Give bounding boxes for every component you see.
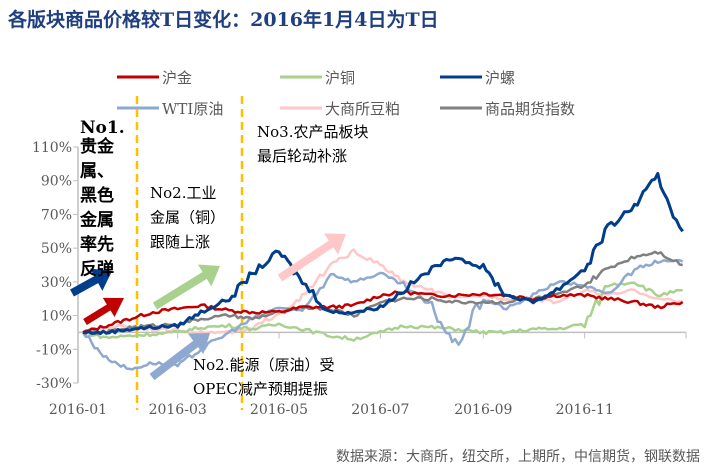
series-line-沪铜 [82, 281, 683, 342]
series-line-沪螺 [82, 171, 684, 336]
y-tick-label: 50% [41, 241, 72, 257]
y-tick-label: 90% [41, 174, 72, 190]
y-tick-label: -10% [36, 342, 72, 358]
series-line-大商所豆粕 [82, 248, 683, 335]
annotation-arrow [83, 297, 124, 325]
annotation-arrow [149, 333, 210, 381]
x-tick-label: 2016-03 [149, 402, 207, 418]
legend-label: 沪铜 [325, 69, 355, 87]
annotation-no1-line: 反弹 [80, 259, 114, 280]
annotation-no1-line: 金属 [79, 210, 114, 231]
annotation-no1-line: 黑色 [80, 185, 114, 206]
annotation-no2-metal-line: No2.工业 [150, 184, 216, 202]
x-tick-label: 2016-09 [454, 402, 512, 418]
annotation-no2-energy-line: No2.能源（原油）受 [193, 356, 334, 374]
series-group [81, 171, 684, 371]
y-tick-label: -30% [36, 376, 72, 392]
annotation-arrow [70, 268, 112, 297]
annotation-arrow [152, 264, 220, 310]
legend-label: 大商所豆粕 [325, 100, 400, 118]
annotation-no1-head: No1. [80, 118, 125, 138]
legend: 沪金 沪铜 沪螺 WTI原油 大商所豆粕 商品期货指数 [117, 69, 575, 118]
legend-label: 沪金 [162, 69, 192, 87]
legend-label: 商品期货指数 [485, 100, 575, 118]
annotation-no2-metal-line: 金属（铜） [150, 209, 225, 227]
y-tick-label: 10% [41, 309, 72, 325]
source-note: 数据来源：大商所，纽交所，上期所，中信期货，钢联数据 [336, 448, 700, 465]
annotation-no3-line: 最后轮动补涨 [257, 147, 347, 165]
annotation-no3-line: No3.农产品板块 [257, 123, 368, 141]
y-tick-label: 70% [41, 207, 72, 223]
annotation-no1-line: 属、 [80, 162, 114, 182]
y-tick-label: 30% [41, 275, 72, 291]
annotation-arrows [70, 233, 346, 381]
annotation-no1-line: 率先 [80, 234, 114, 255]
legend-label: WTI原油 [162, 100, 223, 118]
chart-title: 各版块商品价格较T日变化：2016年1月4日为T日 [7, 8, 439, 31]
series-line-沪金 [82, 289, 684, 334]
annotation-no2-metal-line: 跟随上涨 [150, 233, 210, 251]
y-tick-label: 110% [32, 140, 72, 156]
x-tick-label: 2016-11 [556, 402, 614, 418]
annotation-arrow [277, 233, 346, 282]
x-tick-label: 2016-05 [250, 402, 308, 418]
x-tick-label: 2016-07 [351, 402, 409, 418]
legend-label: 沪螺 [485, 69, 515, 87]
x-tick-label: 2016-01 [49, 402, 107, 418]
annotation-no1-line: 贵金 [80, 136, 115, 157]
annotation-no2-energy-line: OPEC减产预期提振 [193, 380, 328, 398]
